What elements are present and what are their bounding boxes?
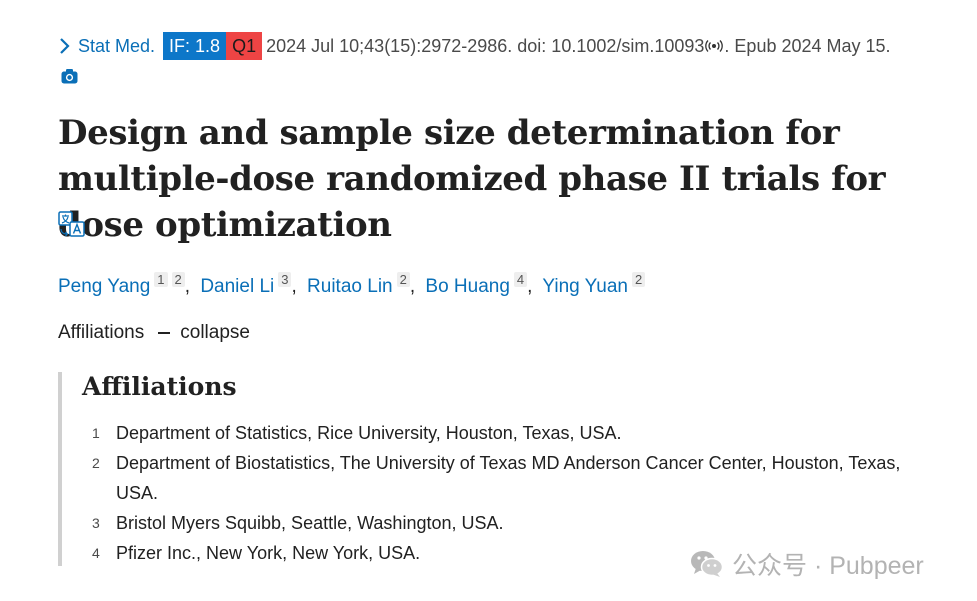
separator: , [409,276,416,297]
author-link[interactable]: Bo Huang [425,276,510,297]
author-link[interactable]: Daniel Li [200,276,275,297]
affiliations-list: 1 Department of Statistics, Rice Univers… [82,418,922,568]
author-item: Bo Huang 4, [425,272,542,297]
affiliation-text: Bristol Myers Squibb, Seattle, Washingto… [116,513,504,533]
author-link[interactable]: Ying Yuan [542,276,628,297]
affiliation-item: 1 Department of Statistics, Rice Univers… [82,418,922,448]
affiliation-ref[interactable]: 3 [278,272,292,287]
affiliation-number: 3 [92,515,100,531]
affiliations-panel: Affiliations 1 Department of Statistics,… [58,372,932,566]
affiliation-number: 4 [92,545,100,561]
affiliations-toggle-row: Affiliations collapse [58,320,250,346]
watermark-text: 公众号 · Pubpeer [732,552,924,580]
minus-icon [158,332,171,334]
affiliation-text: Pfizer Inc., New York, New York, USA. [116,543,421,563]
affiliation-ref[interactable]: 1 [154,272,168,287]
affiliation-text: Department of Biostatistics, The Univers… [116,453,901,503]
separator: , [184,276,191,297]
collapse-button[interactable]: collapse [158,322,250,344]
affiliation-item: 4 Pfizer Inc., New York, New York, USA. [82,538,922,568]
impact-factor-badge: IF: 1.8 [163,32,227,60]
affiliations-heading: Affiliations [82,372,237,401]
wechat-icon [691,551,724,577]
epub-date: . Epub 2024 May 15. [724,35,891,56]
author-link[interactable]: Ruitao Lin [307,276,393,297]
affiliation-text: Department of Statistics, Rice Universit… [116,423,622,443]
affiliation-ref[interactable]: 2 [171,272,185,287]
affiliation-ref[interactable]: 4 [513,272,528,287]
affiliation-ref[interactable]: 2 [396,272,410,287]
journal-link[interactable]: Stat Med. [78,35,156,56]
affiliations-toggle-label: Affiliations [58,322,145,343]
camera-icon[interactable] [61,68,78,84]
author-item: Daniel Li 3, [200,272,307,297]
author-list: Peng Yang 1 2, Daniel Li 3, Ruitao Lin 2, Bo… [58,272,646,302]
broadcast-icon[interactable] [705,40,724,52]
quartile-badge: Q1 [226,32,263,60]
author-item: Ruitao Lin 2, [307,272,425,297]
author-link[interactable]: Peng Yang [58,276,151,297]
author-item: Peng Yang 1 2, [58,272,200,297]
author-item: Ying Yuan 2 [542,272,646,297]
affiliation-number: 1 [92,425,100,441]
affiliation-number: 2 [92,455,100,471]
affiliation-ref[interactable]: 2 [631,272,646,287]
separator: , [527,276,533,297]
affiliation-item: 2 Department of Biostatistics, The Unive… [82,448,922,508]
citation-date-doi: 2024 Jul 10;43(15):2972-2986. doi: 10.10… [266,35,705,56]
citation-line: Stat Med. IF: 1.8 Q1 2024 Jul 10;43(15):… [58,31,891,61]
affiliation-item: 3 Bristol Myers Squibb, Seattle, Washing… [82,508,922,538]
article-title: Design and sample size determination for… [58,113,886,245]
separator: , [291,276,297,297]
translate-icon[interactable] [58,211,85,237]
watermark: 公众号 · Pubpeer [690,548,924,580]
chevron-right-icon[interactable] [58,36,72,56]
collapse-label: collapse [180,322,250,343]
